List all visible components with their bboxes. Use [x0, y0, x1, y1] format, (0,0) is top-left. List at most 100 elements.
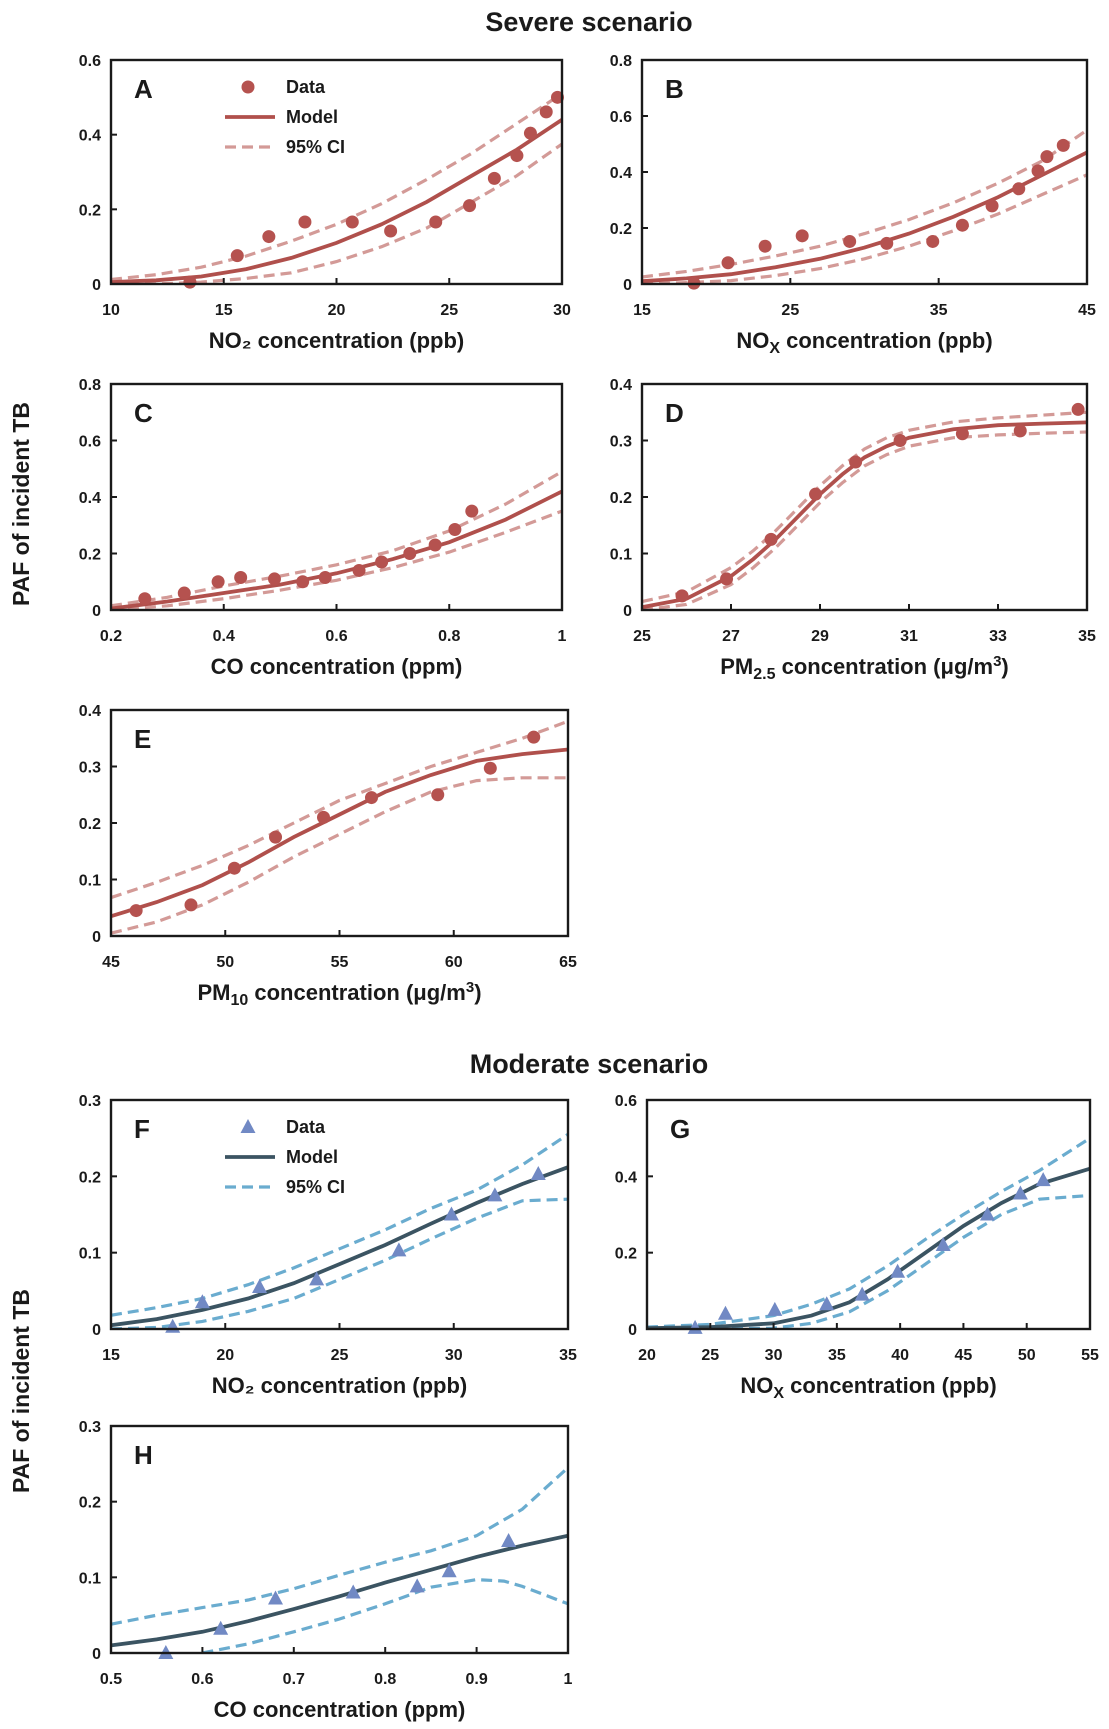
data-point: [979, 1206, 995, 1221]
y-axis-label-moderate: PAF of incident TB: [8, 1289, 34, 1493]
plot-frame: [109, 1098, 570, 1331]
x-axis-label: CO concentration (ppm): [211, 654, 463, 679]
y-tick-label: 0.4: [615, 1169, 637, 1186]
x-tick-label: 0.8: [374, 1671, 396, 1688]
y-tick-label: 0.4: [610, 377, 632, 394]
data-point: [487, 1187, 503, 1202]
y-tick-label: 0.4: [79, 128, 101, 145]
x-tick-label: 35: [930, 302, 948, 319]
panel-label: E: [134, 724, 151, 754]
x-tick-label: 45: [1078, 302, 1096, 319]
data-point: [819, 1296, 835, 1311]
data-point: [935, 1237, 951, 1252]
x-tick-label: 20: [638, 1347, 656, 1364]
moderate-scenario-title: Moderate scenario: [470, 1049, 709, 1079]
data-point: [269, 830, 283, 844]
ci-lower-line: [642, 173, 1087, 284]
data-point: [926, 234, 940, 248]
data-point: [501, 1533, 517, 1548]
x-tick-label: 50: [1018, 1347, 1036, 1364]
plot-frame: [109, 382, 564, 612]
ci-lower-line: [111, 776, 568, 935]
ci-lower-line: [111, 509, 562, 610]
data-point: [183, 275, 197, 289]
panel-e: 0 0.1 0.2 0.3 0.4 45 50 55 60 65 PM10 concentratio…: [79, 703, 577, 1009]
y-tick-label: 0.6: [79, 434, 101, 451]
x-tick-label: 0.6: [191, 1671, 213, 1688]
data-point: [1031, 164, 1045, 178]
data-point: [675, 589, 689, 603]
x-tick-label: 50: [216, 954, 234, 971]
y-axis-label-severe: PAF of incident TB: [8, 402, 34, 606]
y-tick-label: 0.2: [615, 1246, 637, 1263]
x-tick-label: 0.8: [438, 628, 460, 645]
legend-model-label: Model: [286, 1147, 338, 1167]
legend-data-marker: [241, 80, 255, 94]
panel-g: 0 0.2 0.4 0.6 20 25 30 35 40 45 50 55 NOX concentrat…: [615, 1093, 1099, 1402]
data-point: [955, 427, 969, 441]
plot-frame: [109, 1424, 570, 1655]
panel-label: F: [134, 1114, 150, 1144]
y-tick-label: 0.6: [79, 53, 101, 70]
x-tick-label: 30: [553, 302, 571, 319]
legend: Data Model 95% CI: [225, 1117, 345, 1197]
x-tick-label: 25: [781, 302, 799, 319]
data-point: [1035, 1172, 1051, 1187]
data-point: [177, 586, 191, 600]
x-tick-label: 31: [900, 628, 918, 645]
data-point: [268, 1590, 284, 1605]
data-point: [296, 575, 310, 589]
data-point: [448, 522, 462, 536]
data-point: [138, 592, 152, 606]
data-point: [1012, 182, 1026, 196]
data-point: [843, 234, 857, 248]
y-tick-label: 0.2: [79, 1495, 101, 1512]
panel-label: H: [134, 1440, 153, 1470]
data-point: [309, 1271, 325, 1286]
x-tick-label: 15: [215, 302, 233, 319]
x-tick-label: 1: [564, 1671, 573, 1688]
y-tick-label: 0.2: [79, 547, 101, 564]
plot-frame: [645, 1098, 1092, 1331]
x-tick-label: 30: [445, 1347, 463, 1364]
x-tick-label: 0.2: [100, 628, 122, 645]
y-tick-label: 0.1: [79, 1570, 101, 1587]
y-tick-label: 0: [92, 1646, 101, 1663]
y-tick-label: 0.3: [79, 1093, 101, 1110]
x-tick-label: 25: [440, 302, 458, 319]
x-tick-label: 45: [955, 1347, 973, 1364]
y-tick-label: 0.8: [610, 53, 632, 70]
legend-data-label: Data: [286, 1117, 326, 1137]
ci-upper-line: [642, 128, 1087, 279]
data-point: [1013, 424, 1027, 438]
x-axis-label: NOX concentration (ppb): [736, 328, 992, 357]
ci-upper-line: [111, 1132, 568, 1317]
ci-upper-line: [111, 1466, 568, 1626]
y-tick-label: 0.4: [610, 165, 632, 182]
x-tick-label: 0.6: [325, 628, 347, 645]
data-point: [227, 861, 241, 875]
x-tick-label: 65: [559, 954, 577, 971]
data-point: [487, 171, 501, 185]
data-point: [428, 538, 442, 552]
x-tick-label: 55: [331, 954, 349, 971]
data-point: [298, 215, 312, 229]
y-tick-label: 0.6: [610, 109, 632, 126]
x-tick-label: 25: [701, 1347, 719, 1364]
ci-upper-line: [111, 470, 562, 608]
x-tick-label: 0.4: [213, 628, 235, 645]
data-point: [234, 571, 248, 585]
data-point: [184, 898, 198, 912]
y-tick-label: 0.2: [79, 1169, 101, 1186]
data-point: [252, 1279, 268, 1294]
ci-lower-line: [647, 1193, 1090, 1329]
x-tick-label: 30: [765, 1347, 783, 1364]
data-point: [1071, 402, 1085, 416]
data-point: [409, 1578, 425, 1593]
data-point: [880, 236, 894, 250]
x-tick-label: 29: [811, 628, 829, 645]
data-point: [550, 90, 564, 104]
x-tick-label: 40: [891, 1347, 909, 1364]
data-point: [539, 105, 553, 119]
y-tick-label: 0.3: [79, 1419, 101, 1436]
